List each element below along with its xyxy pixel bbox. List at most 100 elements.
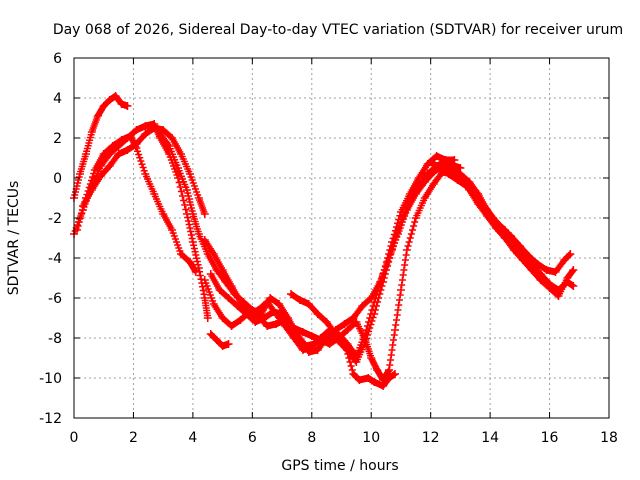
data-point [289, 324, 306, 335]
data-point [391, 291, 404, 334]
data-point [340, 315, 356, 328]
data-point [527, 266, 544, 283]
data-point [200, 276, 217, 305]
data-point [295, 336, 312, 354]
x-tick-label: 16 [541, 430, 559, 446]
y-axis: -12 -10 -8 -6 -4 -2 0 2 4 6 [39, 51, 609, 427]
data-point [254, 312, 270, 329]
y-tick-label: -4 [48, 251, 62, 267]
data-point [75, 153, 89, 178]
data-point [500, 234, 517, 252]
data-point [168, 226, 184, 255]
data-point [569, 282, 578, 290]
data-point [340, 338, 356, 374]
data-point [569, 266, 578, 274]
x-tick-label: 4 [188, 430, 197, 446]
data-point [105, 152, 121, 170]
data-point [206, 270, 223, 292]
data-point [227, 282, 243, 304]
y-tick-label: 0 [53, 171, 62, 187]
x-tick-label: 10 [362, 430, 380, 446]
data-point [518, 256, 535, 273]
data-point [123, 102, 132, 110]
y-tick-label: 2 [53, 131, 62, 147]
x-tick-label: 14 [481, 430, 499, 446]
data-point [177, 250, 193, 265]
y-tick-label: -8 [48, 331, 62, 347]
y-tick-label: 4 [53, 91, 62, 107]
data-point [141, 170, 157, 195]
series-track-h [200, 168, 578, 384]
data-point [132, 123, 148, 134]
y-tick-label: -2 [48, 211, 62, 227]
data-point [385, 233, 401, 262]
y-tick-label: -12 [39, 411, 62, 427]
data-point [524, 252, 541, 267]
y-axis-label: SDTVAR / TECUs [6, 181, 22, 296]
grid-lines [74, 58, 609, 418]
x-tick-label: 18 [600, 430, 618, 446]
data-point [331, 330, 347, 345]
plot-border [73, 57, 610, 419]
series-track-e [156, 130, 465, 366]
data-point [411, 197, 428, 222]
data-point [78, 188, 95, 210]
data-point [361, 336, 374, 360]
y-tick-label: 6 [53, 51, 62, 67]
data-point [108, 137, 124, 150]
series-track-b [70, 120, 212, 322]
data-point [218, 314, 234, 329]
data-point [168, 134, 184, 156]
data-point [367, 280, 383, 302]
data-point [554, 276, 570, 300]
data-point [385, 331, 398, 374]
data-point [393, 209, 410, 238]
data-point [185, 170, 202, 199]
data-point [174, 174, 190, 213]
data-point [506, 232, 523, 249]
data-point [200, 210, 209, 218]
data-point [191, 268, 200, 276]
data-point [87, 174, 104, 194]
data-point [203, 314, 212, 322]
data-point [405, 176, 422, 198]
series-track-k [286, 290, 399, 390]
data-point [272, 317, 288, 328]
series-track-d [78, 124, 209, 218]
data-point [141, 125, 157, 138]
data-point [200, 236, 217, 256]
data-point [236, 309, 252, 324]
data-point [471, 192, 487, 209]
data-point [402, 192, 419, 214]
data-point [177, 150, 193, 175]
data-point [174, 164, 190, 191]
x-axis: 0 2 4 6 8 10 12 14 16 18 [70, 58, 618, 446]
data-point [150, 190, 166, 215]
x-tick-label: 6 [248, 430, 257, 446]
data-point [123, 141, 139, 154]
data-point [218, 266, 234, 288]
data-point [81, 131, 95, 158]
data-point [450, 156, 459, 164]
x-tick-label: 12 [422, 430, 440, 446]
data-point [165, 142, 181, 169]
data-point [402, 218, 419, 254]
data-point [509, 246, 526, 263]
data-point [420, 182, 437, 202]
data-point [352, 318, 368, 342]
data-point [396, 251, 410, 294]
y-tick-label: -6 [48, 291, 62, 307]
data-point [566, 250, 575, 258]
chart-title: Day 068 of 2026, Sidereal Day-to-day VTE… [53, 22, 623, 38]
data-point [99, 97, 113, 110]
data-point [224, 294, 240, 309]
data-point [188, 210, 202, 235]
data-markers [70, 92, 578, 390]
data-point [254, 299, 270, 314]
data-point [156, 130, 172, 148]
x-axis-label: GPS time / hours [281, 458, 398, 474]
data-point [209, 250, 225, 272]
data-point [391, 370, 399, 378]
data-point [489, 214, 505, 231]
